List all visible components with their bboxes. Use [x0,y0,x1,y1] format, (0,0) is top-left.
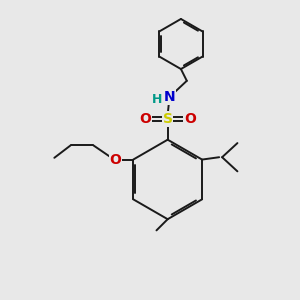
Text: O: O [110,153,122,166]
Text: N: N [163,90,175,104]
Text: O: O [184,112,196,126]
Text: S: S [163,112,173,126]
Text: O: O [140,112,152,126]
Text: H: H [152,93,162,106]
